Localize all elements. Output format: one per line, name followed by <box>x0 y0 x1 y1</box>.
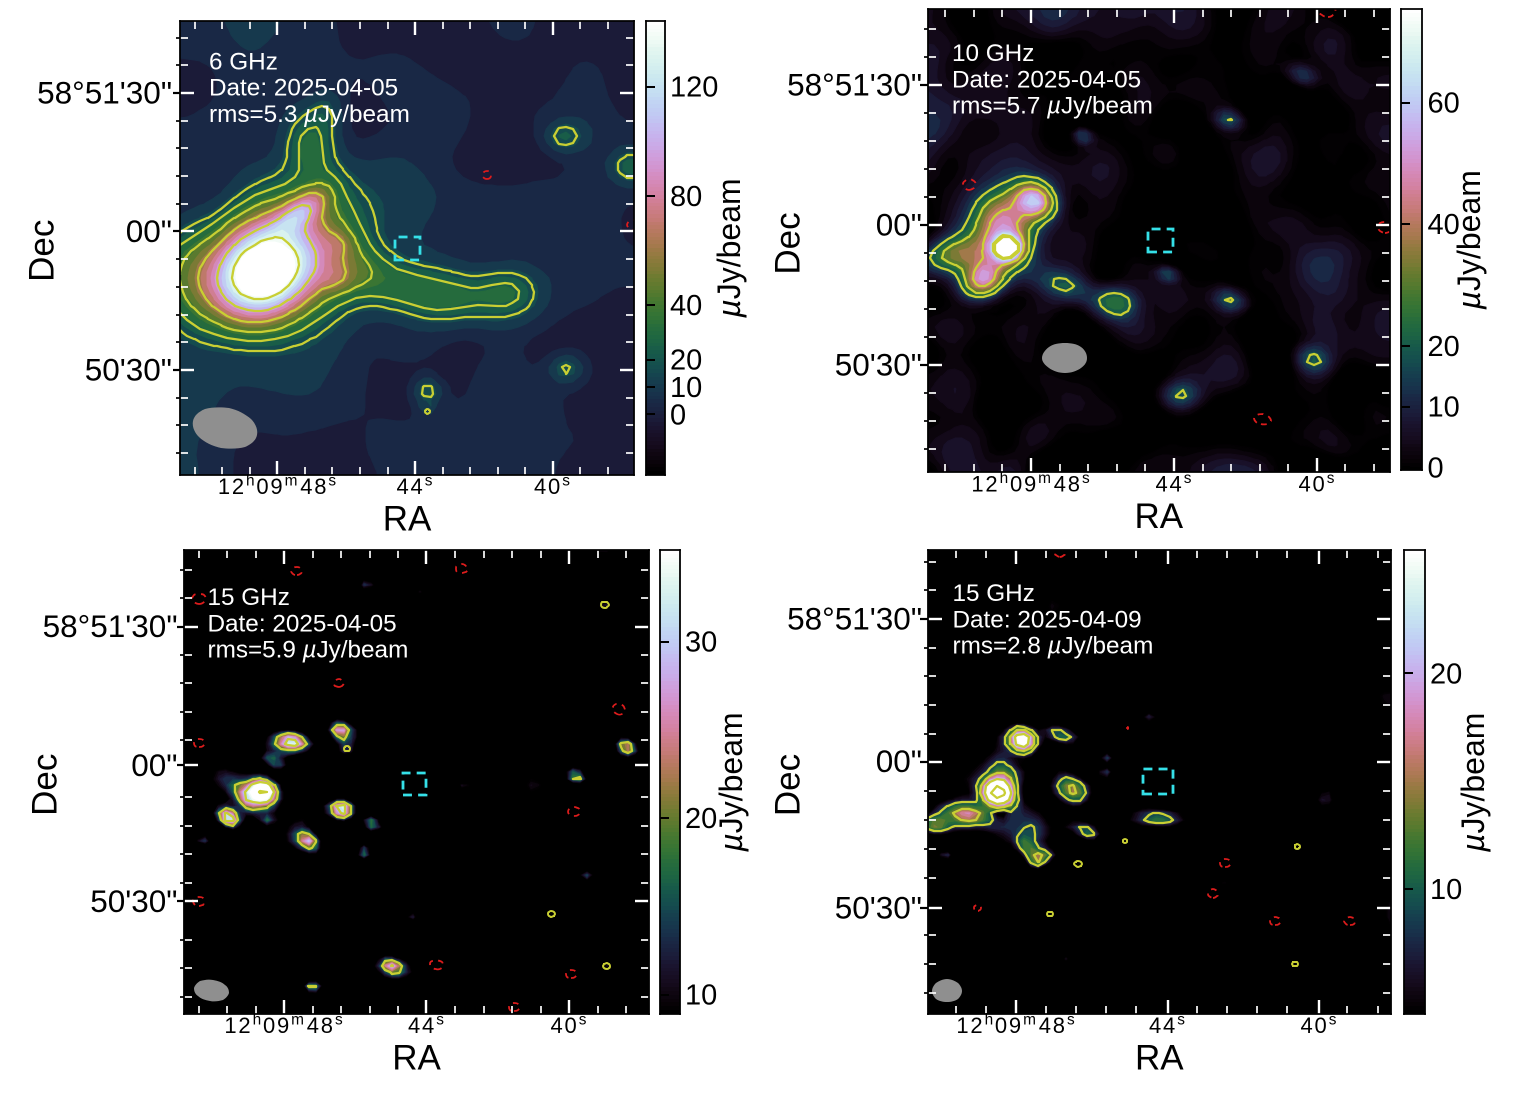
svg-text:µ: µ <box>1455 834 1491 853</box>
svg-text:4 4 s: 4 4 s <box>1156 470 1192 496</box>
svg-text:15 GHz: 15 GHz <box>208 584 290 611</box>
svg-text:Jy/beam: Jy/beam <box>316 637 408 664</box>
svg-text:20: 20 <box>670 345 702 377</box>
svg-text:µ: µ <box>1046 93 1061 120</box>
svg-text:10: 10 <box>670 372 702 404</box>
svg-text:rms=5.9: rms=5.9 <box>208 637 296 664</box>
svg-text:00": 00" <box>876 743 922 779</box>
svg-text:1 2 0 9 4: 1 2 0 9 4 8 h m s <box>218 473 337 499</box>
svg-text:10 GHz: 10 GHz <box>952 40 1034 67</box>
svg-text:0: 0 <box>1428 452 1444 484</box>
svg-text:Date: 2025-04-05: Date: 2025-04-05 <box>209 75 398 102</box>
svg-text:50'30": 50'30" <box>835 889 922 925</box>
svg-text:10: 10 <box>685 980 717 1012</box>
svg-text:60: 60 <box>1428 88 1460 120</box>
svg-text:1 2 0 9 4: 1 2 0 9 4 8 h m s <box>956 1012 1075 1038</box>
svg-text:Date: 2025-04-09: Date: 2025-04-09 <box>953 606 1142 633</box>
svg-text:RA: RA <box>392 1039 441 1078</box>
svg-text:10: 10 <box>1428 392 1460 424</box>
svg-text:4 0 s: 4 0 s <box>1300 1011 1336 1037</box>
svg-text:15 GHz: 15 GHz <box>953 580 1035 607</box>
svg-text:40: 40 <box>1428 209 1460 241</box>
svg-text:rms=5.7: rms=5.7 <box>952 93 1040 120</box>
svg-text:4 4 s: 4 4 s <box>397 472 433 498</box>
svg-text:80: 80 <box>670 181 702 213</box>
svg-text:Jy/beam: Jy/beam <box>713 712 749 833</box>
svg-text:0: 0 <box>670 399 686 431</box>
svg-text:4 0 s: 4 0 s <box>534 472 570 498</box>
svg-text:Jy/beam: Jy/beam <box>711 178 747 299</box>
svg-text:Date: 2025-04-05: Date: 2025-04-05 <box>208 610 397 637</box>
svg-text:20: 20 <box>685 803 717 835</box>
svg-text:Dec: Dec <box>23 220 62 282</box>
svg-text:4 0 s: 4 0 s <box>1299 470 1335 496</box>
svg-text:Date: 2025-04-05: Date: 2025-04-05 <box>952 66 1141 93</box>
svg-text:6 GHz: 6 GHz <box>209 48 278 75</box>
svg-text:50'30": 50'30" <box>85 351 172 387</box>
svg-text:58°51'30": 58°51'30" <box>787 66 922 102</box>
svg-text:20: 20 <box>1430 658 1462 690</box>
svg-text:30: 30 <box>685 627 717 659</box>
svg-text:4 4 s: 4 4 s <box>408 1011 444 1037</box>
svg-text:1 2 0 9 4: 1 2 0 9 4 8 h m s <box>224 1012 343 1038</box>
svg-text:Jy/beam: Jy/beam <box>1061 633 1153 660</box>
svg-text:Jy/beam: Jy/beam <box>318 101 410 128</box>
svg-text:Dec: Dec <box>769 212 808 274</box>
svg-text:10: 10 <box>1430 874 1462 906</box>
svg-text:50'30": 50'30" <box>835 346 922 382</box>
svg-text:RA: RA <box>1134 497 1183 536</box>
svg-text:20: 20 <box>1428 331 1460 363</box>
svg-text:µ: µ <box>1047 633 1062 660</box>
svg-text:40: 40 <box>670 290 702 322</box>
svg-text:120: 120 <box>670 72 718 104</box>
svg-text:rms=2.8: rms=2.8 <box>953 633 1041 660</box>
svg-text:µ: µ <box>713 833 749 852</box>
svg-text:00": 00" <box>131 747 177 783</box>
svg-text:50'30": 50'30" <box>90 883 177 919</box>
svg-text:4 4 s: 4 4 s <box>1149 1011 1185 1037</box>
svg-text:Dec: Dec <box>26 754 65 816</box>
svg-text:58°51'30": 58°51'30" <box>787 600 922 636</box>
svg-text:00": 00" <box>126 213 172 249</box>
svg-text:58°51'30": 58°51'30" <box>43 608 178 644</box>
svg-text:00": 00" <box>876 206 922 242</box>
svg-text:Dec: Dec <box>769 754 808 816</box>
svg-text:58°51'30": 58°51'30" <box>37 74 172 110</box>
svg-text:rms=5.3: rms=5.3 <box>209 101 297 128</box>
svg-text:Jy/beam: Jy/beam <box>1061 93 1153 120</box>
svg-text:4 0 s: 4 0 s <box>551 1011 587 1037</box>
svg-text:RA: RA <box>1135 1039 1184 1078</box>
svg-text:Jy/beam: Jy/beam <box>1455 713 1491 834</box>
svg-text:RA: RA <box>383 500 432 539</box>
svg-text:µ: µ <box>303 101 318 128</box>
svg-text:µ: µ <box>1451 291 1487 310</box>
svg-text:µ: µ <box>711 299 747 318</box>
svg-text:1 2 0 9 4: 1 2 0 9 4 8 h m s <box>971 470 1090 496</box>
svg-text:Jy/beam: Jy/beam <box>1451 170 1487 291</box>
svg-text:µ: µ <box>302 637 317 664</box>
